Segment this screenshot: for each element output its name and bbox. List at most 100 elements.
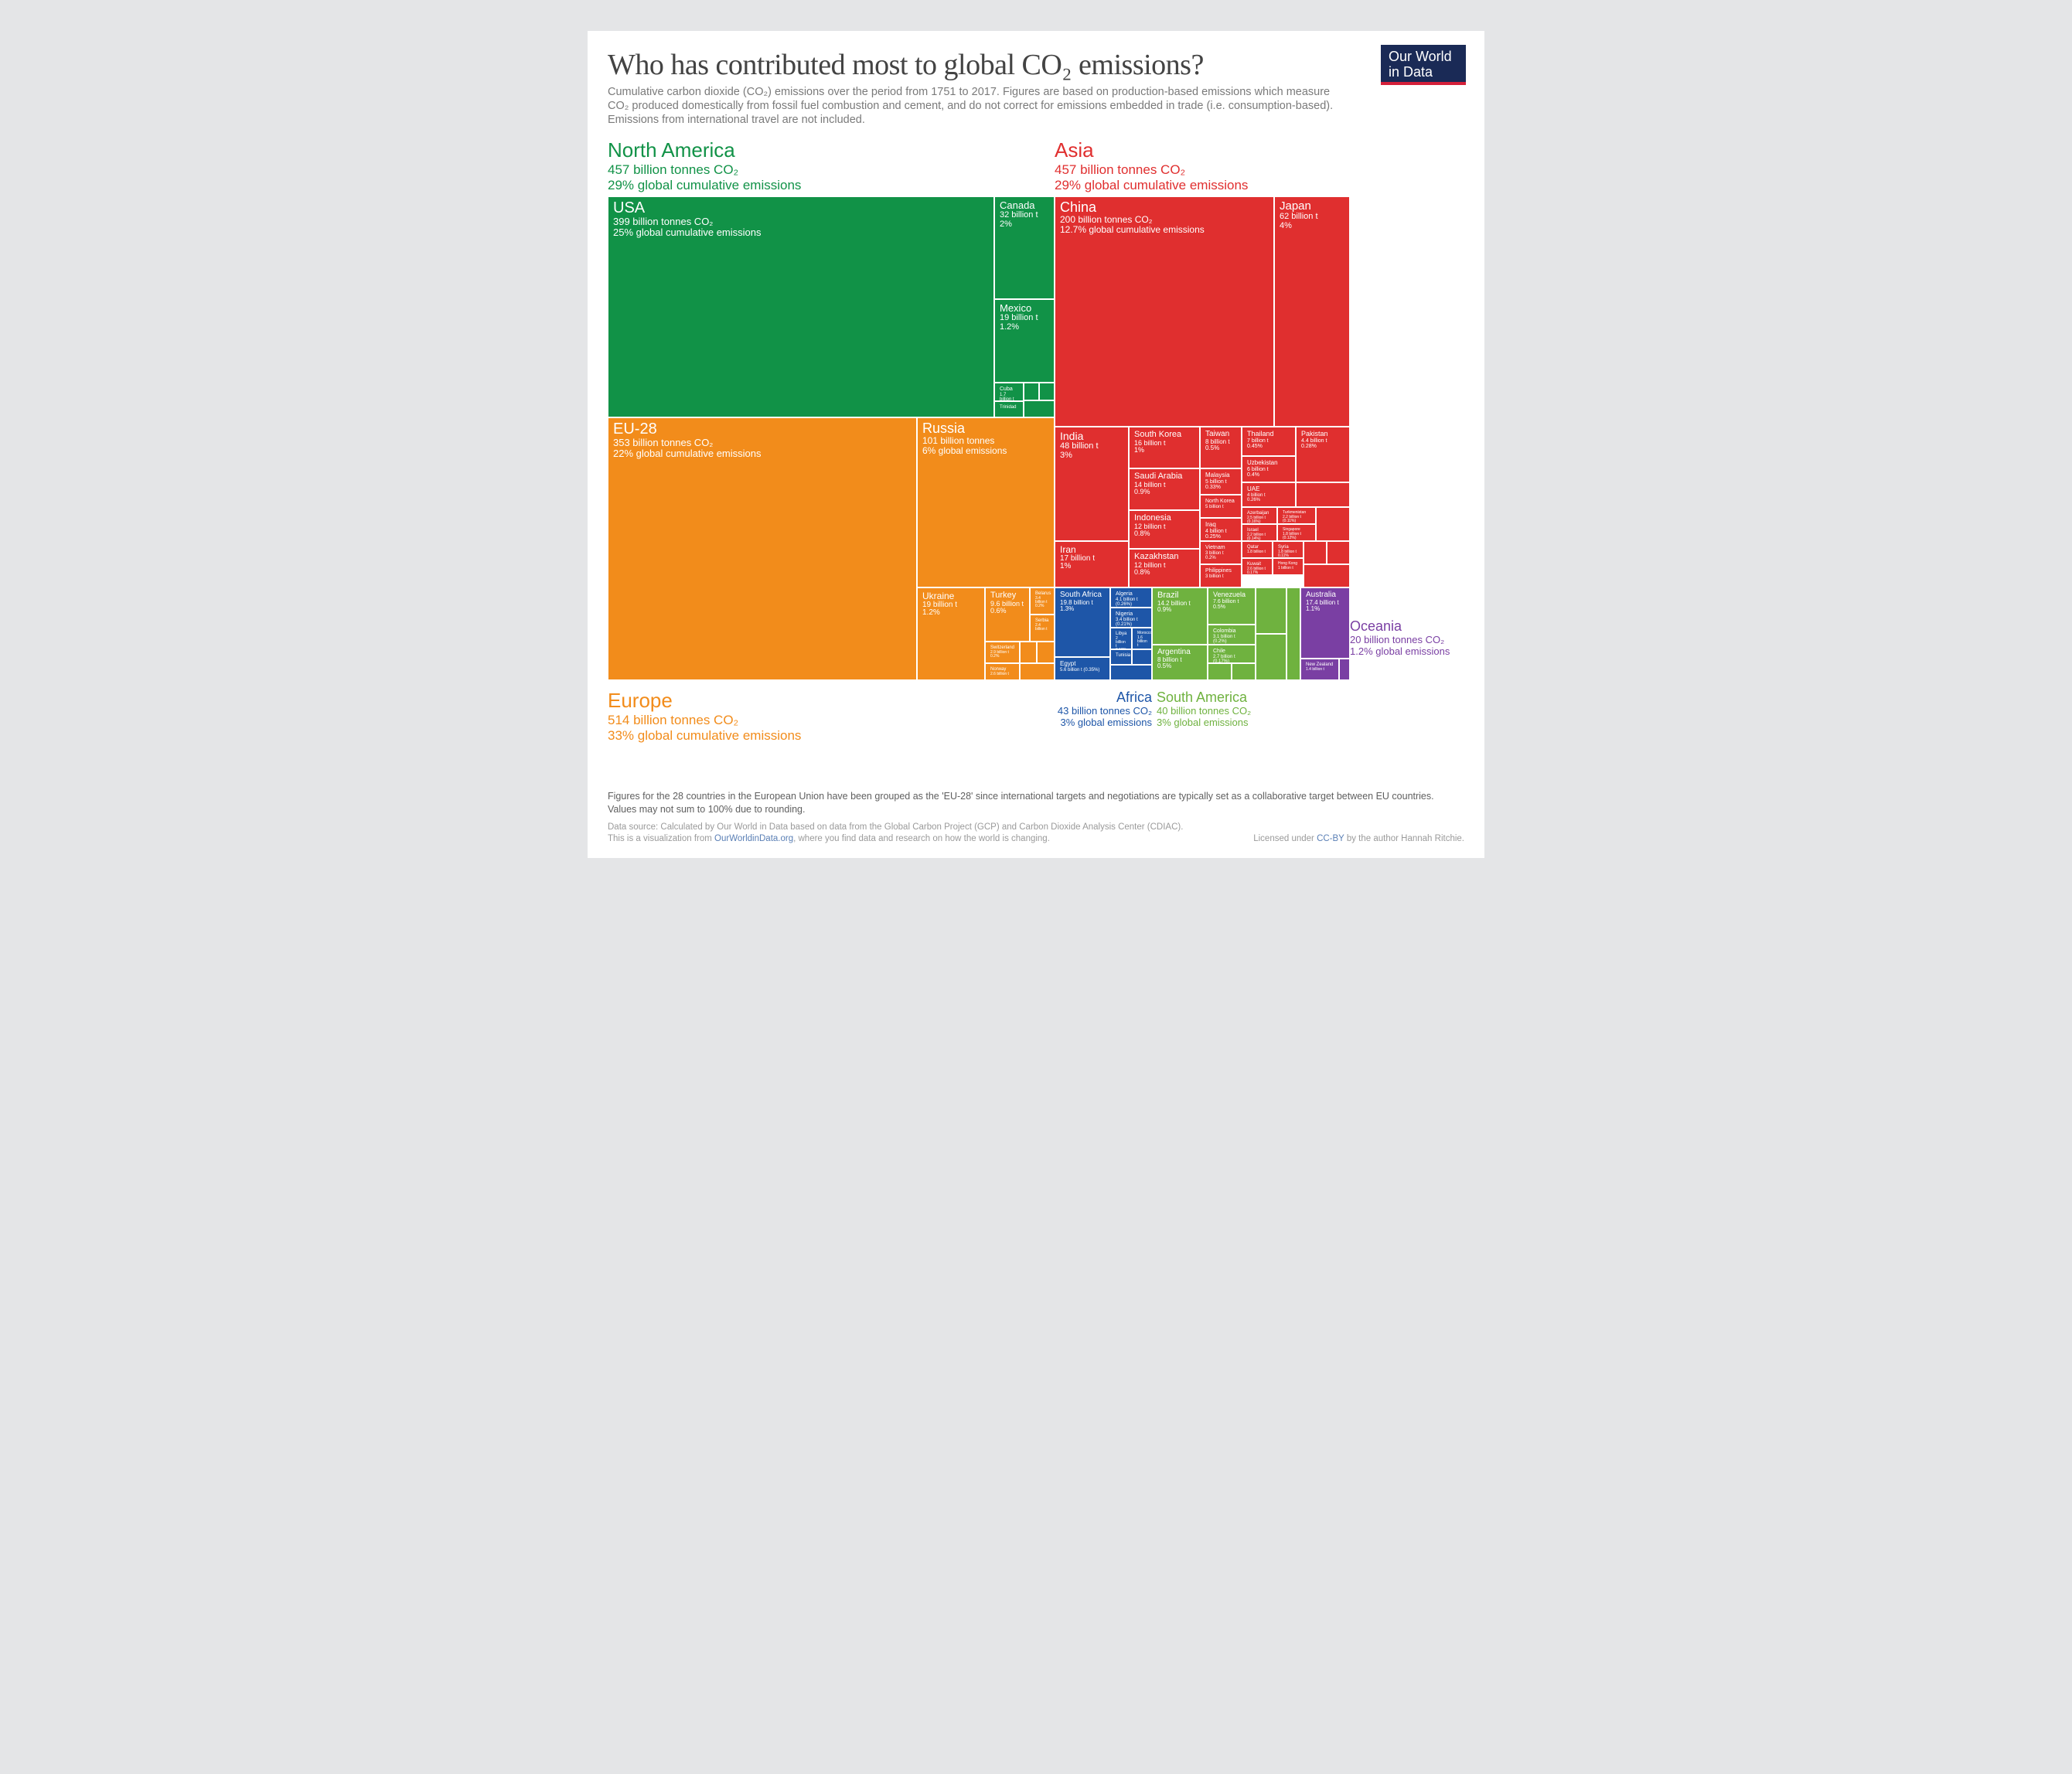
cell-qatar: Qatar1.8 billion t [1242, 541, 1273, 558]
cell-l2: 1 billion t [1278, 567, 1298, 570]
footnote: Figures for the 28 countries in the Euro… [608, 790, 1464, 815]
cell-l2: 19 billion t [1000, 314, 1049, 323]
source-line2: This is a visualization from OurWorldinD… [608, 833, 1464, 846]
cell-l3: 0.45% [1247, 444, 1290, 449]
region-name: North America [608, 139, 801, 162]
cell-china: China200 billion tonnes CO₂12.7% global … [1055, 196, 1274, 427]
lic-pre: Licensed under [1253, 834, 1317, 843]
region-tonnes: 514 billion tonnes CO₂ [608, 713, 801, 728]
cell-l2: 2.4 billion t [1035, 624, 1049, 632]
cell-name: Trinidad [1000, 405, 1018, 410]
cell-tiny [1304, 541, 1327, 564]
cell-l2: 48 billion t [1060, 442, 1123, 451]
cell-name: Japan [1280, 200, 1344, 213]
cell-japan: Japan62 billion t4% [1274, 196, 1350, 427]
cell-l3: 0.2% [1035, 604, 1049, 608]
cell-l3: 6% global emissions [922, 446, 1049, 456]
cell-tiny [1020, 642, 1037, 663]
cell-name: UAE [1247, 486, 1290, 492]
cell-tiny [1208, 663, 1232, 680]
cell-l3: 0.2% [990, 655, 1014, 659]
cell-name: Venezuela [1213, 591, 1250, 598]
cell-l2: 4 billion t [1205, 529, 1236, 534]
cell-saudi-arabia: Saudi Arabia14 billion t0.9% [1129, 468, 1200, 510]
region-label-as: Asia457 billion tonnes CO₂29% global cum… [1055, 139, 1248, 192]
cell-tiny [1339, 659, 1350, 680]
cell-tiny [1020, 663, 1055, 680]
cell-tiny [1327, 541, 1350, 564]
cell-morocco: Morocco1.6 billion t [1132, 628, 1152, 649]
cell-kuwait: Kuwait2.6 billion t0.17% [1242, 558, 1273, 575]
cell-brazil: Brazil14.2 billion t0.9% [1152, 587, 1208, 645]
cell-name: Chile [1213, 649, 1250, 654]
cell-syria: Syria1.8 billion t0.11% [1273, 541, 1304, 558]
license: Licensed under CC-BY by the author Hanna… [1253, 833, 1464, 846]
owid-link[interactable]: OurWorldinData.org [714, 834, 793, 843]
cell-name: Thailand [1247, 431, 1290, 438]
cell-tiny [1316, 507, 1350, 541]
cell-l3: 4% [1280, 222, 1344, 231]
cell-australia: Australia17.4 billion t1.1% [1300, 587, 1350, 659]
cell-usa: USA399 billion tonnes CO₂25% global cumu… [608, 196, 994, 417]
cell-l3: 0.33% [1205, 485, 1236, 490]
cell-l3: 22% global cumulative emissions [613, 448, 912, 459]
cell-l3: 0.11% [1278, 554, 1298, 558]
chart-subtitle: Cumulative carbon dioxide (CO₂) emission… [608, 85, 1342, 127]
cell-l2: 7.6 billion t [1213, 599, 1250, 604]
cell-name: Iraq [1205, 522, 1236, 528]
logo-line2: in Data [1389, 64, 1433, 80]
cell-name: China [1060, 200, 1269, 215]
cell-tiny [1132, 649, 1152, 665]
cell-name: Pakistan [1301, 431, 1344, 438]
cell-l3: 0.5% [1205, 445, 1236, 451]
region-label-af: Africa43 billion tonnes CO₂3% global emi… [1055, 690, 1152, 729]
cell-tiny [1296, 482, 1350, 507]
cell-name: USA [613, 200, 989, 216]
cc-by-link[interactable]: CC-BY [1317, 834, 1344, 843]
cell-azerbaijan: Azerbaijan2.5 billion t (0.16%) [1242, 507, 1277, 524]
logo-line1: Our World [1389, 49, 1452, 64]
cell-india: India48 billion t3% [1055, 427, 1129, 541]
cell-name: Colombia [1213, 628, 1250, 634]
cell-tiny [1256, 634, 1286, 680]
sources: Data source: Calculated by Our World in … [608, 822, 1464, 846]
cell-iran: Iran17 billion t1% [1055, 541, 1129, 587]
cell-l3: 0.26% [1247, 498, 1290, 502]
cell-l3: 1.1% [1306, 606, 1344, 612]
cell-uae: UAE4 billion t0.26% [1242, 482, 1296, 507]
cell-pakistan: Pakistan4.4 billion t0.28% [1296, 427, 1350, 482]
cell-tunisia: Tunisia [1110, 649, 1132, 665]
cell-tiny [1286, 587, 1300, 680]
cell-tiny [1024, 400, 1055, 417]
cell-l3: 2% [1000, 220, 1049, 230]
cell-egypt: Egypt5.6 billion t (0.35%) [1055, 657, 1110, 680]
cell-name: North Korea [1205, 499, 1236, 504]
cell-singapore: Singapore1.8 billion t (0.12%) [1277, 524, 1316, 541]
cell-malaysia: Malaysia5 billion t0.33% [1200, 468, 1242, 495]
cell-vietnam: Vietnam3 billion t0.2% [1200, 541, 1242, 564]
cell-l2: 1.4 billion t [1306, 668, 1334, 672]
cell-south-korea: South Korea16 billion t1% [1129, 427, 1200, 468]
cell-libya: Libya2 billion t0.12% [1110, 628, 1132, 649]
region-share: 3% global emissions [1055, 717, 1152, 729]
cell-l3: 0.25% [1205, 534, 1236, 540]
cell-name: Egypt [1060, 661, 1105, 667]
cell-l2: 3 billion t [1205, 574, 1236, 579]
cell-name: Canada [1000, 200, 1049, 211]
cell-l2: 5 billion t [1205, 479, 1236, 485]
region-tonnes: 457 billion tonnes CO₂ [1055, 162, 1248, 178]
cell-l2: 1.6 billion t [1137, 636, 1147, 649]
cell-l2: 4.1 billion t (0.26%) [1116, 598, 1147, 608]
region-label-eu: Europe514 billion tonnes CO₂33% global c… [608, 690, 801, 743]
cell-thailand: Thailand7 billion t0.45% [1242, 427, 1296, 456]
cell-indonesia: Indonesia12 billion t0.8% [1129, 510, 1200, 549]
cell-l2: 3.1 billion t (0.2%) [1213, 635, 1250, 645]
cell-l2: 2.2 billion t (0.11%) [1283, 516, 1310, 524]
region-name: Asia [1055, 139, 1248, 162]
cell-chile: Chile2.7 billion t (0.17%) [1208, 645, 1256, 663]
cell-l2: 4.4 billion t [1301, 438, 1344, 444]
region-share: 3% global emissions [1157, 717, 1311, 729]
region-label-na: North America457 billion tonnes CO₂29% g… [608, 139, 801, 192]
cell-nigeria: Nigeria3.4 billion t (0.21%) [1110, 608, 1152, 628]
cell-eu-28: EU-28353 billion tonnes CO₂22% global cu… [608, 417, 917, 680]
